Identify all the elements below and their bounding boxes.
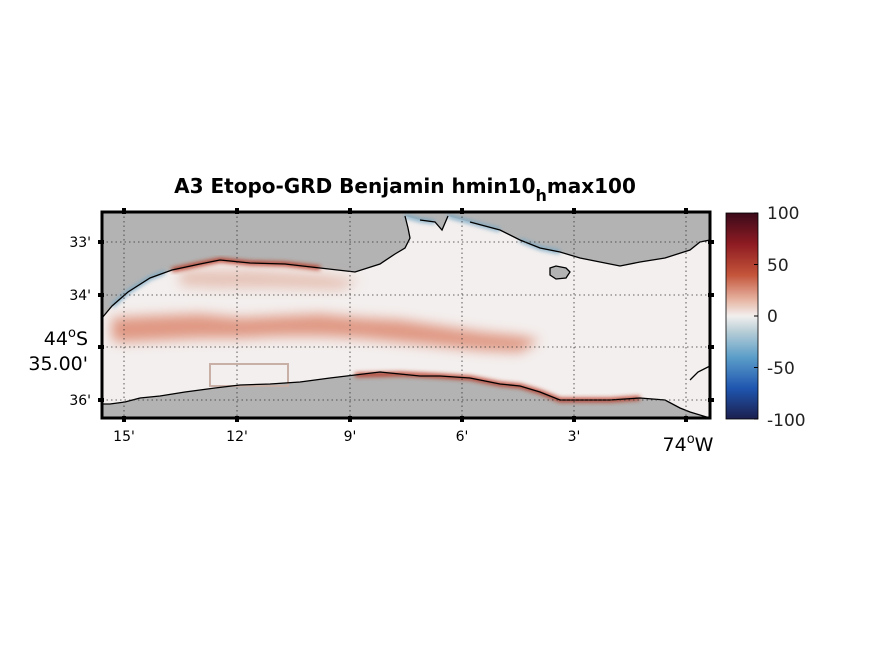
figure-title: A3 Etopo-GRD Benjamin hmin10hmax100: [174, 174, 636, 205]
coastline-north: [102, 215, 710, 319]
colorbar-gradient: [725, 212, 759, 420]
lon-tick-label: 15': [113, 429, 135, 445]
lat-main-label: 44oS: [44, 326, 88, 350]
title-subscript: h: [535, 186, 546, 205]
lon-tick-label: 12': [226, 429, 248, 445]
lat-main-minutes: 35.00': [28, 353, 88, 375]
grid-artifact: [209, 363, 289, 387]
map-panel: [102, 212, 710, 418]
lon-main-label: 74oW: [663, 432, 714, 456]
lon-tick-label: 3': [568, 429, 581, 445]
graticule: [102, 212, 710, 418]
lon-tick-label: 6': [456, 429, 469, 445]
colorbar-tick-label: 50: [767, 256, 789, 276]
colorbar-ticks: [754, 212, 758, 420]
lat-tick-label: 34': [69, 288, 91, 304]
map-frame: [100, 210, 712, 420]
island: [549, 265, 571, 280]
lon-tick-label: 9': [344, 429, 357, 445]
colorbar: 100 50 0 -50 -100: [725, 204, 806, 431]
title-tail: max100: [547, 174, 636, 198]
lat-tick-labels: 33' 34' 36' 44oS 35.00': [28, 235, 91, 409]
coastline-south: [102, 365, 710, 418]
red-band-north: [180, 270, 360, 290]
lat-tick-label: 36': [69, 393, 91, 409]
colorbar-tick-label: 0: [767, 307, 778, 327]
lat-tick-label: 33': [69, 235, 91, 251]
colorbar-tick-label: -50: [767, 359, 795, 379]
title-main: A3 Etopo-GRD Benjamin hmin10: [174, 174, 535, 198]
frame-ticks: [98, 208, 714, 422]
red-band-central: [112, 314, 540, 352]
colorbar-tick-label: -100: [767, 411, 806, 431]
lon-tick-labels: 15' 12' 9' 6' 3' 74oW: [113, 429, 714, 456]
colorbar-tick-label: 100: [767, 204, 799, 224]
